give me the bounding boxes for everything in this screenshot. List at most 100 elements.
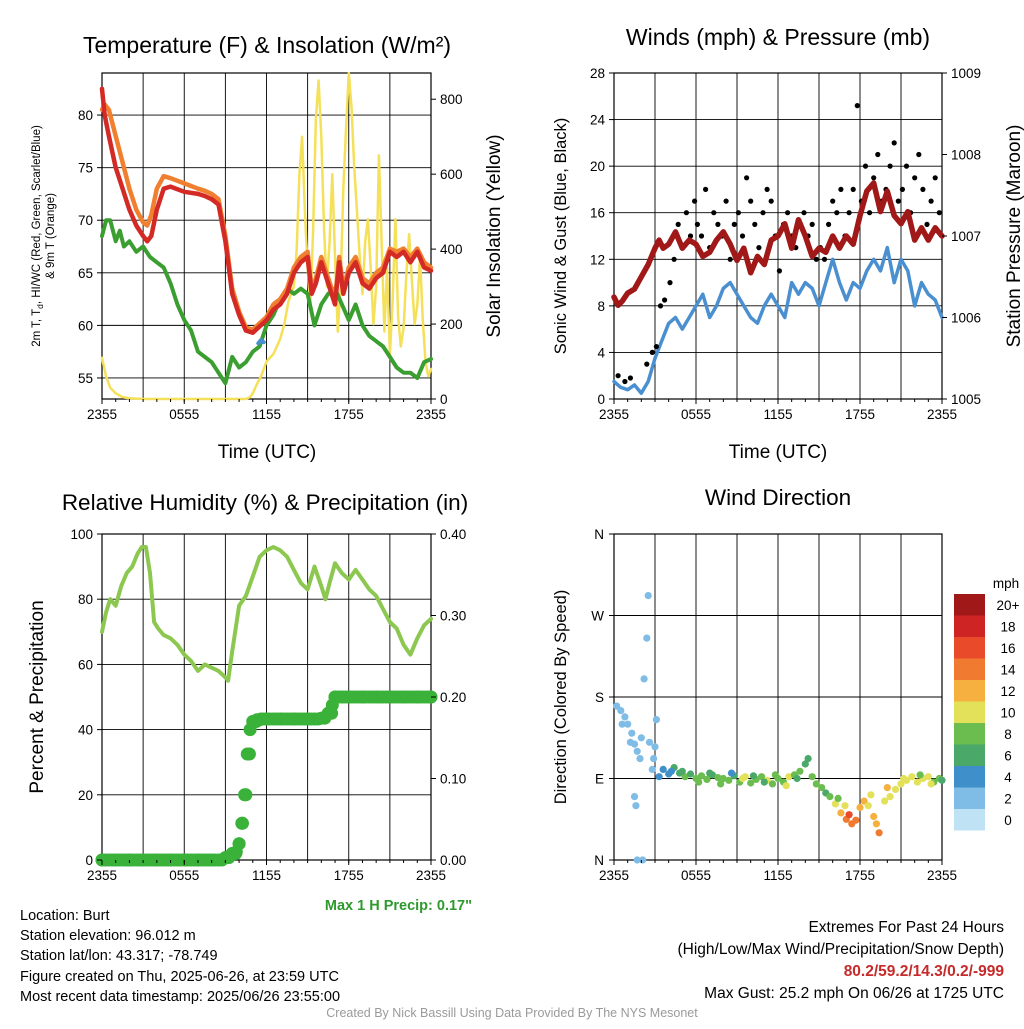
colorbar-swatch	[954, 615, 985, 637]
x-tick-label: 0555	[169, 868, 199, 883]
colorbar-label: 20+	[997, 598, 1020, 613]
colorbar-swatch	[954, 701, 985, 723]
gust-point	[715, 221, 721, 227]
colorbar-label: 8	[1004, 727, 1012, 742]
gust-point	[711, 210, 717, 216]
direction-point	[881, 797, 889, 805]
colorbar-swatch	[954, 787, 985, 809]
gust-point	[675, 221, 681, 227]
gust-point	[846, 210, 852, 216]
gust-point	[627, 375, 634, 381]
gust-point	[776, 268, 783, 274]
gust-point	[703, 186, 709, 192]
y-tick-label: 65	[78, 266, 93, 281]
y-tick-label: 4	[597, 345, 605, 360]
colorbar-label: 0	[1004, 813, 1012, 828]
direction-point	[633, 856, 641, 864]
x-tick-label: 0555	[681, 407, 711, 422]
gust-point	[916, 151, 922, 158]
colorbar-label: 16	[1000, 641, 1015, 656]
series-station_pressure	[611, 180, 945, 309]
gust-point	[735, 210, 742, 216]
direction-point	[637, 734, 645, 742]
gust-point	[748, 198, 754, 204]
series-solar_insolation	[100, 71, 433, 401]
created-line: Figure created on Thu, 2025-06-26, at 23…	[20, 968, 339, 985]
gust-point	[875, 151, 881, 158]
direction-point	[632, 802, 640, 810]
direction-point	[643, 634, 651, 642]
y-right-tick-label: 1007	[951, 229, 981, 244]
gust-point	[768, 198, 774, 204]
direction-point	[738, 774, 747, 783]
precip-point	[236, 816, 249, 830]
gust-point	[850, 186, 856, 192]
latlon-line: Station lat/lon: 43.317; -78.749	[20, 948, 218, 965]
winds-chart: 2355 0555 1155 1755 235504812162024281005100…	[552, 24, 1024, 463]
y-right-tick-label: 0.40	[440, 527, 466, 542]
y-right-tick-label: 800	[440, 92, 463, 107]
direction-point	[834, 794, 842, 803]
direction-point	[771, 771, 779, 779]
direction-point	[782, 782, 790, 790]
y-right-tick-label: 1008	[951, 148, 981, 163]
y-tick-label: 70	[78, 213, 93, 228]
x-tick-label: 0555	[169, 407, 199, 422]
direction-point	[621, 713, 629, 721]
colorbar-label: 14	[1000, 662, 1016, 677]
colorbar-label: 2	[1004, 791, 1012, 806]
direction-point	[626, 738, 635, 746]
gust-point	[887, 163, 893, 169]
x-tick-label: 1155	[763, 868, 792, 883]
y-tick-label: N	[594, 527, 604, 542]
direction-point	[801, 760, 809, 768]
colorbar-swatch	[954, 744, 985, 766]
gust-point	[854, 103, 860, 109]
direction-point	[826, 793, 834, 801]
y-left-label-part: , HI/WC (Red, Green, Scarlet/Blue)	[31, 125, 43, 304]
y-tick-label: 55	[78, 371, 93, 386]
y-left-axis-label-line2: & 9m T (Orange)	[45, 193, 57, 279]
x-tick-label: 2355	[599, 407, 629, 422]
x-tick-label: 1755	[845, 868, 875, 883]
gust-point	[760, 210, 766, 216]
direction-point	[760, 778, 768, 786]
y-tick-label: 60	[78, 657, 93, 672]
direction-point	[633, 747, 641, 755]
gust-point	[920, 186, 926, 192]
direction-point	[938, 776, 946, 784]
x-axis-label: Time (UTC)	[729, 442, 828, 463]
direction-point	[891, 785, 900, 794]
x-tick-label: 2355	[87, 407, 117, 422]
colorbar-label: 18	[1000, 619, 1015, 634]
y-right-tick-label: 0.30	[440, 609, 466, 624]
gust-point	[871, 175, 877, 181]
y-tick-label: 20	[78, 788, 93, 803]
y-tick-label: 80	[78, 592, 93, 607]
direction-point	[924, 773, 932, 781]
extremes-subtitle: (High/Low/Max Wind/Precipitation/Snow De…	[677, 941, 1005, 958]
precip-point	[232, 837, 246, 851]
y-right-tick-label: 0.20	[440, 690, 466, 705]
y-right-tick-label: 1009	[951, 66, 981, 81]
y-tick-label: N	[594, 853, 604, 868]
x-tick-label: 1155	[252, 407, 281, 422]
elevation-line: Station elevation: 96.012 m	[20, 928, 196, 945]
direction-point	[908, 773, 916, 781]
gust-point	[653, 344, 660, 350]
direction-point	[703, 775, 711, 784]
direction-point	[867, 791, 875, 799]
colorbar-swatch	[954, 680, 985, 702]
temperature-chart: 2355 0555 1155 1755 235555606570758002004006…	[31, 32, 505, 463]
series-temp_2m	[99, 86, 434, 335]
gust-point	[867, 210, 873, 216]
gust-point	[744, 175, 750, 181]
y-right-tick-label: 600	[440, 167, 463, 182]
series-temp_9m	[99, 102, 434, 332]
gust-point	[826, 221, 832, 227]
extremes-values: 80.2/59.2/14.3/0.2/-999	[843, 963, 1004, 980]
direction-point	[644, 592, 652, 600]
gust-point	[622, 378, 628, 385]
